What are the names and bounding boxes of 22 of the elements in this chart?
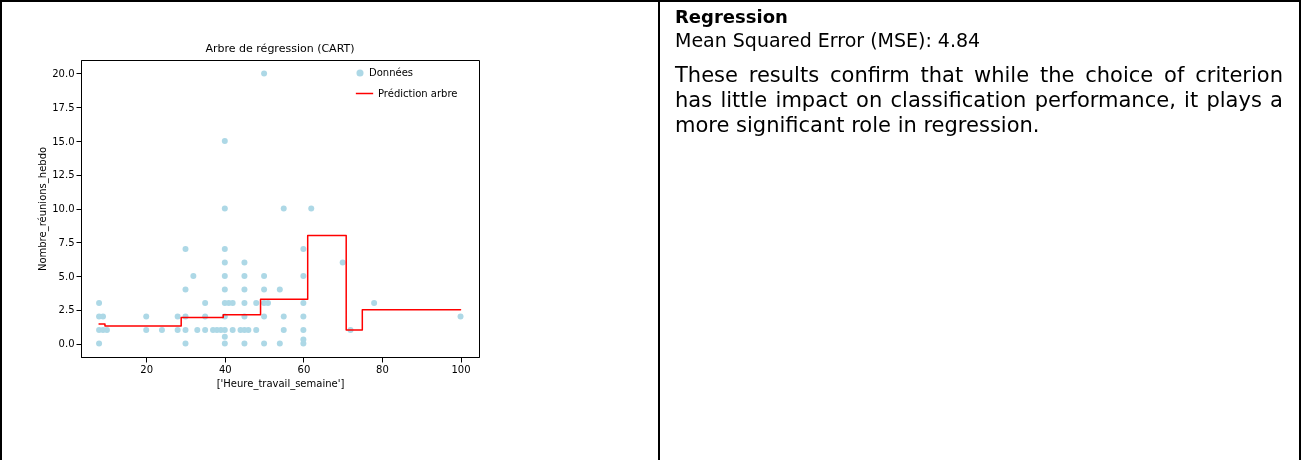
- y-tick-label: 0.0: [58, 338, 75, 349]
- x-tick-label: 60: [297, 363, 311, 375]
- x-tick-label: 100: [451, 363, 471, 375]
- text: Regression: [675, 6, 789, 27]
- y-tick-label: 5.0: [58, 270, 75, 282]
- x-tick-label: 80: [376, 363, 389, 375]
- y-tick-label: 17.5: [52, 101, 75, 113]
- y-tick-label: 10.0: [52, 203, 75, 214]
- x-axis-title: ['Heure_travail_semaine']: [216, 377, 345, 390]
- y-tick-label: 15.0: [52, 135, 75, 147]
- legend-label: Prédiction arbre: [378, 87, 458, 99]
- text: These results confirm that while the choice of criterion has little impact on classification performance, it plays a more significant role in regression.: [675, 63, 1283, 139]
- y-tick-label: 7.5: [58, 236, 75, 248]
- chart-title: Arbre de régression (CART): [205, 42, 355, 55]
- y-axis-title: Nombre_réunions_hebdo: [37, 146, 50, 272]
- y-tick-label: 2.5: [58, 304, 75, 316]
- y-tick-label: 20.0: [52, 68, 75, 79]
- x-tick-label: 20: [140, 363, 154, 375]
- y-tick-label: 12.5: [52, 169, 75, 181]
- x-tick-label: 40: [218, 363, 232, 375]
- text: Mean Squared Error (MSE): 4.84: [675, 29, 982, 51]
- legend-label: Données: [369, 67, 414, 78]
